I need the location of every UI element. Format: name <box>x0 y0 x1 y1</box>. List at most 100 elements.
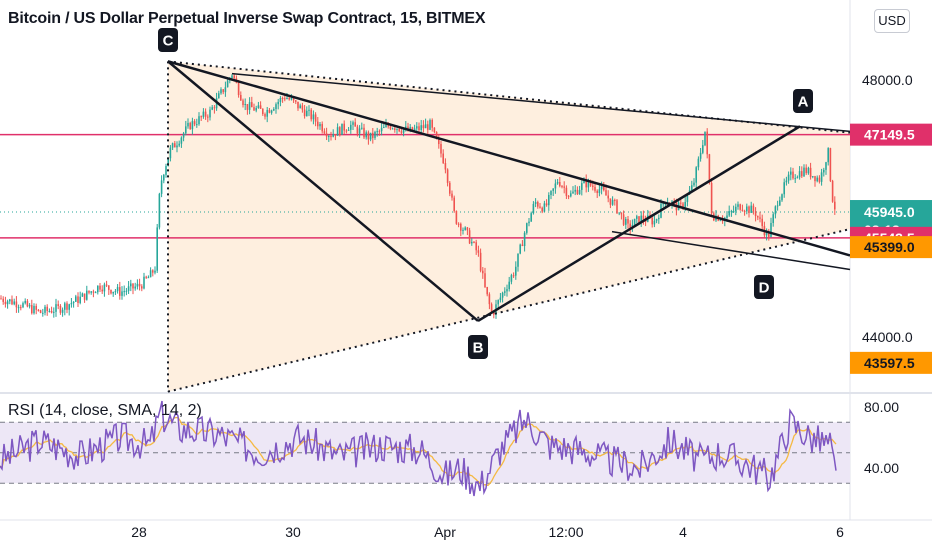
candle-body <box>783 182 785 195</box>
candle-body <box>319 124 321 127</box>
candle-body <box>721 220 724 222</box>
currency-button[interactable]: USD <box>874 9 910 33</box>
pattern-lines[interactable] <box>167 60 851 393</box>
candle-body <box>581 183 583 190</box>
price-axis[interactable]: 48000.0 44000.0 <box>862 72 913 345</box>
pattern-marker-a[interactable] <box>793 89 813 113</box>
candle-body <box>746 206 748 212</box>
candle-body <box>191 121 194 130</box>
candle-body <box>453 197 455 212</box>
rsi-line[interactable] <box>0 400 837 497</box>
candle-body <box>829 148 832 181</box>
candle-body <box>449 182 451 194</box>
price-tag-label: 43597.5 <box>864 355 915 371</box>
pattern-marker-b[interactable] <box>468 335 488 359</box>
candle-body <box>200 116 202 118</box>
candle-body <box>424 124 427 129</box>
candle-body <box>136 283 139 287</box>
candle-body <box>169 147 172 159</box>
candle-body <box>768 231 770 237</box>
candle-body <box>149 270 152 278</box>
candle-body <box>728 211 730 216</box>
price-tag-hline <box>850 123 932 146</box>
candle-body <box>321 124 323 132</box>
price-tag-label: 47149.5 <box>864 127 915 143</box>
candle-body <box>22 303 24 308</box>
candle-body <box>369 132 372 140</box>
candle-body <box>416 126 418 129</box>
candle-body <box>119 287 121 296</box>
candle-body <box>251 102 253 108</box>
candle-body <box>105 284 108 286</box>
candle-body <box>376 131 378 133</box>
candle-body <box>816 177 818 182</box>
candle-body <box>112 291 114 294</box>
leg-ba[interactable] <box>477 125 801 323</box>
leg-cb[interactable] <box>167 60 479 322</box>
candle-body <box>468 230 471 244</box>
candle-body <box>367 132 370 140</box>
candle-body <box>550 190 552 196</box>
candle-body <box>825 162 827 170</box>
candle-body <box>629 223 631 229</box>
candle-body <box>433 127 436 132</box>
rsi-tick-label: 80.00 <box>864 399 899 415</box>
candle-body <box>389 126 392 129</box>
candle-body <box>739 204 741 210</box>
candle-body <box>761 218 763 227</box>
time-tick-label: Apr <box>434 524 456 540</box>
lower-channel-line[interactable] <box>611 230 851 271</box>
candle-body <box>396 128 398 130</box>
candle-body <box>653 220 656 225</box>
candle-body <box>794 178 796 180</box>
candle-body <box>790 171 792 175</box>
candle-body <box>17 307 20 309</box>
candle-body <box>607 195 609 199</box>
candle-body <box>158 193 161 228</box>
candle-body <box>240 95 242 101</box>
candle-body <box>798 171 801 178</box>
candle-body <box>592 185 594 187</box>
candle-body <box>574 189 576 192</box>
candle-body <box>662 203 664 205</box>
pattern-marker-c[interactable] <box>158 28 178 52</box>
candle-body <box>497 300 499 305</box>
candle-body <box>697 158 700 168</box>
candle-body <box>306 110 308 117</box>
rsi-legend: RSI (14, close, SMA, 14, 2) <box>8 402 202 419</box>
candle-body <box>202 111 205 117</box>
rsi-axis[interactable]: 80.00 40.00 <box>864 399 899 476</box>
candle-body <box>301 105 304 110</box>
candle-body <box>699 152 702 159</box>
candle-body <box>132 283 134 289</box>
candle-body <box>231 75 233 78</box>
candle-body <box>572 191 574 194</box>
candle-body <box>15 301 18 308</box>
candle-body <box>787 174 790 181</box>
rsi-pane[interactable] <box>0 400 850 497</box>
candle-body <box>187 122 189 127</box>
pattern-markers[interactable]: C B A D <box>158 28 813 359</box>
candle-body <box>264 114 266 117</box>
candle-body <box>387 124 389 127</box>
time-axis[interactable]: 28 30 Apr 12:00 4 6 <box>131 524 844 540</box>
candle-body <box>9 299 11 302</box>
pattern-marker-d[interactable] <box>754 275 774 299</box>
candle-body <box>594 186 596 191</box>
candle-body <box>523 232 526 246</box>
candle-body <box>510 275 513 282</box>
leg-ca[interactable] <box>167 60 851 257</box>
candle-body <box>180 137 183 144</box>
rsi-ma-line[interactable] <box>0 416 837 487</box>
candle-body <box>611 199 614 205</box>
upper-channel-line[interactable] <box>231 72 851 133</box>
candle-body <box>620 212 623 215</box>
candle-body <box>462 229 464 231</box>
harmonic-pattern[interactable] <box>168 61 850 392</box>
candle-body <box>211 107 213 110</box>
candle-body <box>176 145 178 148</box>
candle-body <box>735 206 737 212</box>
candle-body <box>55 304 57 312</box>
